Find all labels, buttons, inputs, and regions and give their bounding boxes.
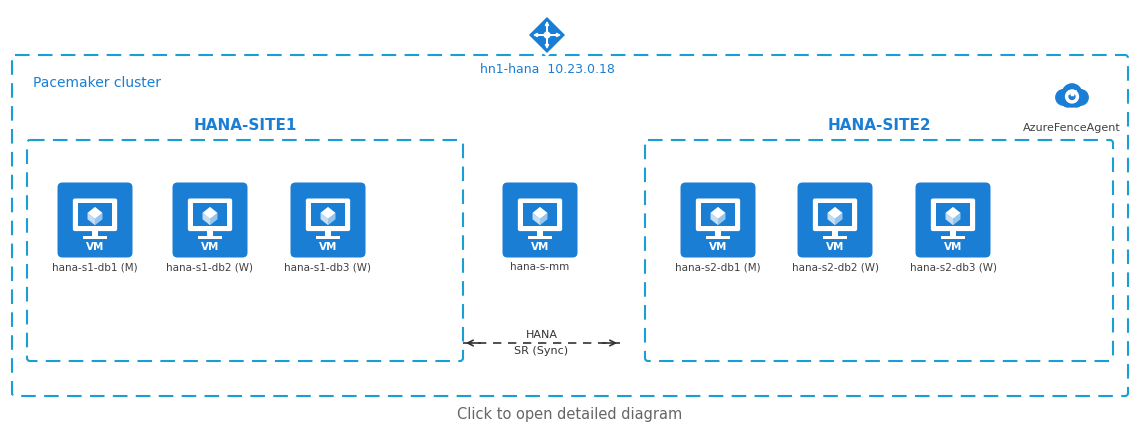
Polygon shape [321, 213, 327, 225]
Bar [92, 229, 98, 236]
Text: Pacemaker cluster: Pacemaker cluster [33, 76, 161, 90]
FancyBboxPatch shape [73, 198, 118, 231]
Bar [82, 236, 107, 239]
Bar [197, 236, 222, 239]
Polygon shape [321, 207, 335, 219]
Polygon shape [210, 213, 218, 225]
FancyBboxPatch shape [518, 198, 563, 231]
FancyBboxPatch shape [798, 183, 873, 257]
Polygon shape [88, 213, 95, 225]
Polygon shape [946, 213, 953, 225]
Bar [832, 229, 837, 236]
Bar [715, 229, 721, 236]
Text: VM: VM [826, 242, 844, 253]
Bar [950, 229, 956, 236]
FancyArrow shape [534, 33, 543, 37]
FancyArrow shape [545, 22, 549, 31]
Bar [207, 229, 213, 236]
FancyArrow shape [551, 33, 560, 37]
FancyBboxPatch shape [701, 203, 735, 226]
FancyBboxPatch shape [502, 183, 577, 257]
Polygon shape [827, 207, 842, 219]
Polygon shape [202, 213, 210, 225]
Bar [940, 236, 965, 239]
Text: hana-s1-db3 (W): hana-s1-db3 (W) [284, 263, 372, 272]
Text: VM: VM [201, 242, 219, 253]
Polygon shape [827, 213, 835, 225]
Text: SR (Sync): SR (Sync) [515, 346, 568, 356]
FancyBboxPatch shape [680, 183, 755, 257]
Polygon shape [953, 213, 961, 225]
FancyBboxPatch shape [812, 198, 857, 231]
Polygon shape [711, 213, 718, 225]
Polygon shape [533, 213, 540, 225]
Circle shape [1062, 95, 1074, 107]
Text: hana-s2-db2 (W): hana-s2-db2 (W) [792, 263, 879, 272]
FancyBboxPatch shape [523, 203, 557, 226]
Text: hana-s-mm: hana-s-mm [510, 263, 569, 272]
Text: VM: VM [531, 242, 549, 253]
Text: HANA: HANA [526, 330, 558, 340]
Polygon shape [540, 213, 548, 225]
Polygon shape [718, 213, 726, 225]
Polygon shape [95, 213, 103, 225]
Circle shape [1055, 90, 1071, 105]
Circle shape [1070, 95, 1082, 107]
Text: Click to open detailed diagram: Click to open detailed diagram [458, 407, 682, 422]
Text: VM: VM [318, 242, 338, 253]
Circle shape [1073, 90, 1089, 105]
Polygon shape [835, 213, 842, 225]
Text: VM: VM [709, 242, 727, 253]
Polygon shape [711, 207, 726, 219]
Polygon shape [202, 207, 218, 219]
FancyBboxPatch shape [310, 203, 345, 226]
Bar [325, 229, 331, 236]
Polygon shape [533, 207, 548, 219]
Bar [823, 236, 848, 239]
Text: hn1-hana  10.23.0.18: hn1-hana 10.23.0.18 [479, 63, 615, 76]
FancyBboxPatch shape [306, 198, 350, 231]
FancyBboxPatch shape [818, 203, 852, 226]
FancyBboxPatch shape [193, 203, 227, 226]
Text: hana-s2-db1 (M): hana-s2-db1 (M) [675, 263, 761, 272]
Text: hana-s1-db2 (W): hana-s1-db2 (W) [167, 263, 253, 272]
Bar [527, 236, 552, 239]
FancyArrow shape [545, 39, 549, 48]
Bar [537, 229, 543, 236]
FancyBboxPatch shape [931, 198, 976, 231]
Polygon shape [527, 15, 567, 55]
Text: hana-s1-db1 (M): hana-s1-db1 (M) [52, 263, 138, 272]
Polygon shape [88, 207, 103, 219]
Text: VM: VM [86, 242, 104, 253]
Text: HANA-SITE1: HANA-SITE1 [193, 118, 297, 133]
Bar [705, 236, 730, 239]
Polygon shape [946, 207, 961, 219]
Bar [316, 236, 340, 239]
FancyBboxPatch shape [936, 203, 970, 226]
FancyBboxPatch shape [57, 183, 132, 257]
Text: AzureFenceAgent: AzureFenceAgent [1023, 123, 1120, 133]
Circle shape [1066, 94, 1078, 107]
FancyBboxPatch shape [172, 183, 248, 257]
Polygon shape [327, 213, 335, 225]
Text: VM: VM [944, 242, 962, 253]
Text: HANA-SITE2: HANA-SITE2 [827, 118, 931, 133]
FancyBboxPatch shape [291, 183, 365, 257]
Text: hana-s2-db3 (W): hana-s2-db3 (W) [909, 263, 996, 272]
FancyBboxPatch shape [696, 198, 741, 231]
FancyBboxPatch shape [915, 183, 990, 257]
Circle shape [1062, 84, 1082, 103]
Circle shape [544, 32, 550, 38]
FancyBboxPatch shape [78, 203, 112, 226]
FancyBboxPatch shape [188, 198, 232, 231]
